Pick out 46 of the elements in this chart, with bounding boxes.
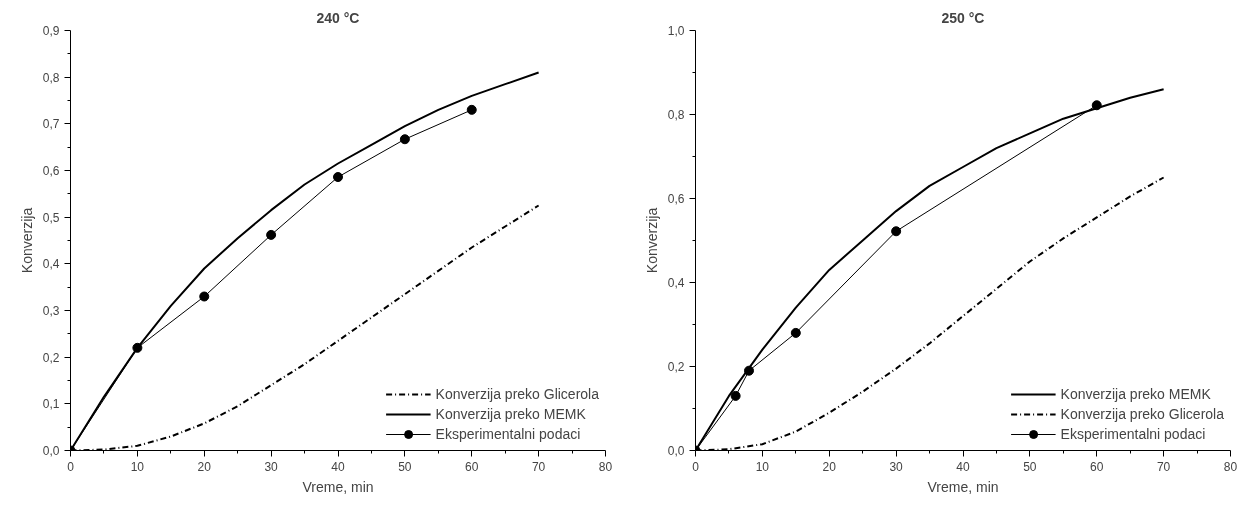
legend-label: Eksperimentalni podaci — [1060, 426, 1206, 442]
x-tick-label: 20 — [197, 459, 212, 474]
y-tick-label: 1,0 — [667, 24, 685, 38]
x-tick-label: 50 — [1023, 459, 1037, 474]
x-tick-label: 20 — [822, 459, 837, 474]
x-axis-title: Vreme, min — [302, 478, 374, 495]
legend-label: Konverzija preko Glicerola — [1060, 406, 1224, 422]
x-tick-label: 80 — [1223, 459, 1238, 474]
y-tick-label: 0,8 — [42, 70, 60, 85]
legend-label: Konverzija preko Glicerola — [435, 386, 599, 402]
x-tick-label: 40 — [956, 459, 970, 474]
x-tick-label: 60 — [465, 459, 479, 474]
x-tick-label: 60 — [1090, 459, 1104, 474]
x-tick-label: 10 — [755, 459, 770, 474]
x-tick-label: 0 — [692, 459, 700, 474]
y-tick-label: 0,8 — [667, 108, 685, 122]
x-tick-label: 0 — [67, 459, 75, 474]
y-tick-label: 0,2 — [667, 360, 685, 374]
x-tick-label: 70 — [1156, 459, 1171, 474]
legend-label: Konverzija preko MEMK — [1060, 386, 1211, 402]
legend-label: Eksperimentalni podaci — [435, 426, 581, 442]
x-axis-title: Vreme, min — [927, 478, 999, 495]
y-tick-label: 0,2 — [42, 350, 60, 365]
x-tick-label: 30 — [264, 459, 279, 474]
y-axis-title: Konverzija — [18, 207, 35, 274]
y-tick-label: 0,6 — [667, 192, 685, 206]
chart-title: 250 °C — [941, 9, 985, 26]
y-tick-label: 0,9 — [42, 24, 60, 38]
y-tick-label: 0,0 — [42, 444, 60, 458]
x-tick-label: 50 — [398, 459, 412, 474]
x-tick-label: 80 — [598, 459, 613, 474]
x-tick-label: 10 — [130, 459, 145, 474]
y-tick-label: 0,5 — [42, 210, 60, 225]
x-tick-label: 70 — [531, 459, 546, 474]
x-tick-label: 40 — [331, 459, 345, 474]
x-tick-label: 30 — [889, 459, 904, 474]
y-tick-label: 0,1 — [42, 397, 60, 412]
legend-label: Konverzija preko MEMK — [435, 406, 586, 422]
y-tick-label: 0,4 — [667, 276, 685, 290]
y-tick-label: 0,0 — [667, 444, 685, 458]
y-tick-label: 0,7 — [42, 117, 60, 132]
chart-title: 240 °C — [316, 9, 360, 26]
y-tick-label: 0,4 — [42, 257, 60, 272]
y-axis-title: Konverzija — [643, 207, 660, 274]
y-tick-label: 0,3 — [42, 304, 60, 318]
y-tick-label: 0,6 — [42, 164, 60, 178]
